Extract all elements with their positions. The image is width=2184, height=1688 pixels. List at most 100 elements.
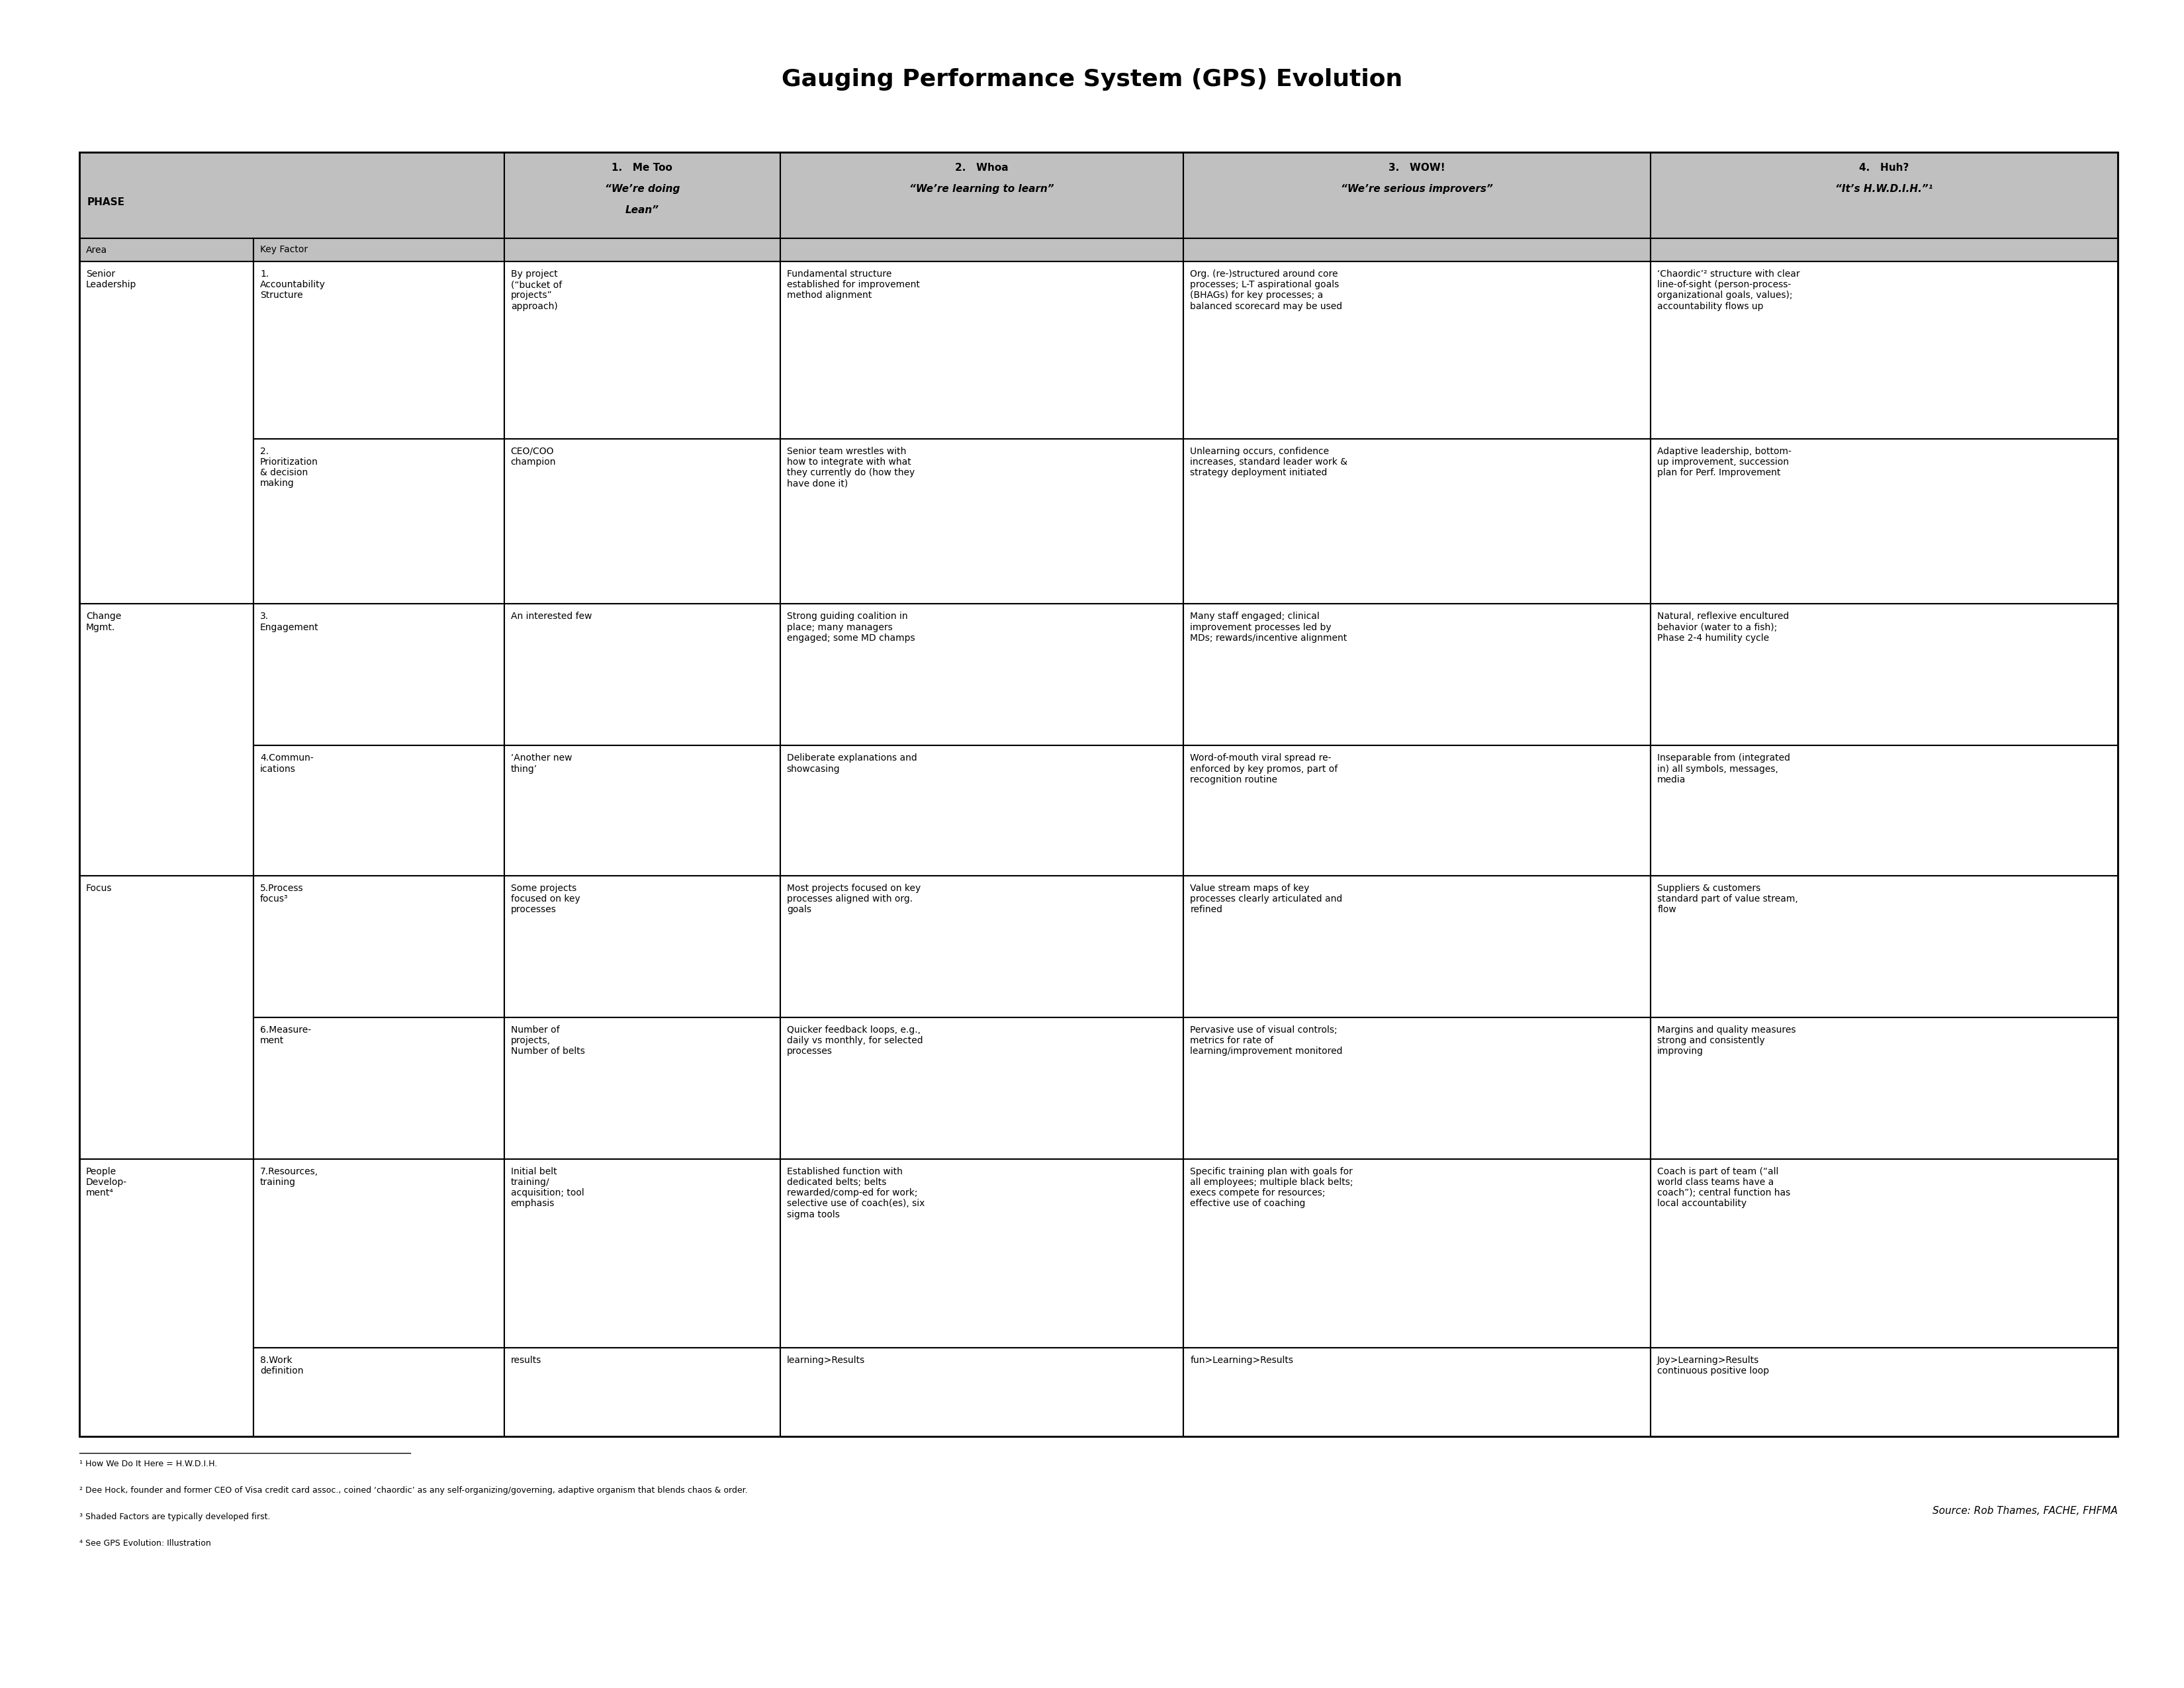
FancyBboxPatch shape [780, 152, 1184, 238]
Text: Quicker feedback loops, e.g.,
daily vs monthly, for selected
processes: Quicker feedback loops, e.g., daily vs m… [786, 1025, 924, 1057]
FancyBboxPatch shape [1184, 604, 1651, 746]
Text: results: results [511, 1355, 542, 1366]
FancyBboxPatch shape [1184, 1018, 1651, 1160]
Text: 2.
Prioritization
& decision
making: 2. Prioritization & decision making [260, 447, 319, 488]
Text: People
Develop-
ment⁴: People Develop- ment⁴ [85, 1166, 127, 1197]
FancyBboxPatch shape [505, 746, 780, 876]
FancyBboxPatch shape [505, 1160, 780, 1349]
FancyBboxPatch shape [780, 876, 1184, 1018]
FancyBboxPatch shape [505, 439, 780, 604]
FancyBboxPatch shape [780, 262, 1184, 439]
FancyBboxPatch shape [253, 1018, 505, 1160]
FancyBboxPatch shape [780, 746, 1184, 876]
Text: Deliberate explanations and
showcasing: Deliberate explanations and showcasing [786, 753, 917, 773]
FancyBboxPatch shape [505, 238, 780, 262]
FancyBboxPatch shape [253, 876, 505, 1018]
Text: Initial belt
training/
acquisition; tool
emphasis: Initial belt training/ acquisition; tool… [511, 1166, 583, 1209]
Text: An interested few: An interested few [511, 611, 592, 621]
Text: Margins and quality measures
strong and consistently
improving: Margins and quality measures strong and … [1658, 1025, 1795, 1057]
FancyBboxPatch shape [79, 152, 505, 238]
FancyBboxPatch shape [253, 746, 505, 876]
Text: ² Dee Hock, founder and former CEO of Visa credit card assoc., coined ‘chaordic’: ² Dee Hock, founder and former CEO of Vi… [79, 1485, 747, 1494]
Text: Focus: Focus [85, 883, 111, 893]
FancyBboxPatch shape [1184, 1160, 1651, 1349]
Text: “We’re doing: “We’re doing [605, 184, 679, 194]
Text: 6.Measure-
ment: 6.Measure- ment [260, 1025, 310, 1045]
Text: Org. (re-)structured around core
processes; L-T aspirational goals
(BHAGs) for k: Org. (re-)structured around core process… [1190, 270, 1343, 311]
Text: 3.
Engagement: 3. Engagement [260, 611, 319, 631]
Text: ‘Another new
thing’: ‘Another new thing’ [511, 753, 572, 773]
Text: ‘Chaordic’² structure with clear
line-of-sight (person-process-
organizational g: ‘Chaordic’² structure with clear line-of… [1658, 270, 1800, 311]
FancyBboxPatch shape [1184, 876, 1651, 1018]
Text: 2.   Whoa: 2. Whoa [954, 162, 1009, 172]
FancyBboxPatch shape [505, 152, 780, 238]
FancyBboxPatch shape [780, 604, 1184, 746]
FancyBboxPatch shape [253, 1160, 505, 1349]
FancyBboxPatch shape [1184, 262, 1651, 439]
Text: 8.Work
definition: 8.Work definition [260, 1355, 304, 1376]
Text: Senior team wrestles with
how to integrate with what
they currently do (how they: Senior team wrestles with how to integra… [786, 447, 915, 488]
Text: Change
Mgmt.: Change Mgmt. [85, 611, 122, 631]
Text: Number of
projects,
Number of belts: Number of projects, Number of belts [511, 1025, 585, 1057]
Text: 4.Commun-
ications: 4.Commun- ications [260, 753, 314, 773]
Text: Suppliers & customers
standard part of value stream,
flow: Suppliers & customers standard part of v… [1658, 883, 1797, 915]
Text: Some projects
focused on key
processes: Some projects focused on key processes [511, 883, 581, 915]
FancyBboxPatch shape [505, 262, 780, 439]
Text: Value stream maps of key
processes clearly articulated and
refined: Value stream maps of key processes clear… [1190, 883, 1343, 915]
Text: 5.Process
focus³: 5.Process focus³ [260, 883, 304, 903]
FancyBboxPatch shape [780, 439, 1184, 604]
FancyBboxPatch shape [1651, 439, 2118, 604]
FancyBboxPatch shape [505, 876, 780, 1018]
FancyBboxPatch shape [1184, 1349, 1651, 1436]
FancyBboxPatch shape [780, 1018, 1184, 1160]
FancyBboxPatch shape [1651, 604, 2118, 746]
Text: Inseparable from (integrated
in) all symbols, messages,
media: Inseparable from (integrated in) all sym… [1658, 753, 1791, 785]
FancyBboxPatch shape [1184, 152, 1651, 238]
Text: PHASE: PHASE [87, 197, 124, 208]
Text: Coach is part of team (“all
world class teams have a
coach”); central function h: Coach is part of team (“all world class … [1658, 1166, 1791, 1209]
Text: Many staff engaged; clinical
improvement processes led by
MDs; rewards/incentive: Many staff engaged; clinical improvement… [1190, 611, 1348, 643]
Text: learning>Results: learning>Results [786, 1355, 865, 1366]
Text: ⁴ See GPS Evolution: Illustration: ⁴ See GPS Evolution: Illustration [79, 1539, 212, 1548]
Text: “It’s H.W.D.I.H.”¹: “It’s H.W.D.I.H.”¹ [1835, 184, 1933, 194]
FancyBboxPatch shape [505, 604, 780, 746]
Text: Strong guiding coalition in
place; many managers
engaged; some MD champs: Strong guiding coalition in place; many … [786, 611, 915, 643]
FancyBboxPatch shape [505, 1349, 780, 1436]
Text: Word-of-mouth viral spread re-
enforced by key promos, part of
recognition routi: Word-of-mouth viral spread re- enforced … [1190, 753, 1339, 785]
FancyBboxPatch shape [1651, 746, 2118, 876]
Text: By project
(“bucket of
projects”
approach): By project (“bucket of projects” approac… [511, 270, 561, 311]
FancyBboxPatch shape [253, 604, 505, 746]
FancyBboxPatch shape [253, 238, 505, 262]
FancyBboxPatch shape [1651, 1160, 2118, 1349]
FancyBboxPatch shape [1184, 746, 1651, 876]
Text: Unlearning occurs, confidence
increases, standard leader work &
strategy deploym: Unlearning occurs, confidence increases,… [1190, 447, 1348, 478]
FancyBboxPatch shape [253, 262, 505, 439]
Text: Established function with
dedicated belts; belts
rewarded/comp-ed for work;
sele: Established function with dedicated belt… [786, 1166, 924, 1219]
Text: ³ Shaded Factors are typically developed first.: ³ Shaded Factors are typically developed… [79, 1512, 271, 1521]
FancyBboxPatch shape [505, 1018, 780, 1160]
FancyBboxPatch shape [253, 1349, 505, 1436]
FancyBboxPatch shape [780, 1349, 1184, 1436]
Text: Fundamental structure
established for improvement
method alignment: Fundamental structure established for im… [786, 270, 919, 300]
Text: Specific training plan with goals for
all employees; multiple black belts;
execs: Specific training plan with goals for al… [1190, 1166, 1354, 1209]
Text: “We’re serious improvers”: “We’re serious improvers” [1341, 184, 1494, 194]
FancyBboxPatch shape [79, 876, 253, 1160]
FancyBboxPatch shape [79, 238, 253, 262]
Text: 3.   WOW!: 3. WOW! [1389, 162, 1446, 172]
FancyBboxPatch shape [253, 439, 505, 604]
Text: Natural, reflexive encultured
behavior (water to a fish);
Phase 2-4 humility cyc: Natural, reflexive encultured behavior (… [1658, 611, 1789, 643]
Text: CEO/COO
champion: CEO/COO champion [511, 447, 557, 466]
Text: Most projects focused on key
processes aligned with org.
goals: Most projects focused on key processes a… [786, 883, 922, 915]
Text: Lean”: Lean” [625, 204, 660, 214]
Text: Joy>Learning>Results
continuous positive loop: Joy>Learning>Results continuous positive… [1658, 1355, 1769, 1376]
FancyBboxPatch shape [79, 1160, 253, 1436]
FancyBboxPatch shape [1184, 439, 1651, 604]
Text: Adaptive leadership, bottom-
up improvement, succession
plan for Perf. Improveme: Adaptive leadership, bottom- up improvem… [1658, 447, 1791, 478]
Text: Senior
Leadership: Senior Leadership [85, 270, 138, 289]
FancyBboxPatch shape [1651, 876, 2118, 1018]
Text: 1.   Me Too: 1. Me Too [612, 162, 673, 172]
FancyBboxPatch shape [1651, 262, 2118, 439]
Text: “We’re learning to learn”: “We’re learning to learn” [909, 184, 1055, 194]
Text: fun>Learning>Results: fun>Learning>Results [1190, 1355, 1293, 1366]
Text: Pervasive use of visual controls;
metrics for rate of
learning/improvement monit: Pervasive use of visual controls; metric… [1190, 1025, 1343, 1057]
